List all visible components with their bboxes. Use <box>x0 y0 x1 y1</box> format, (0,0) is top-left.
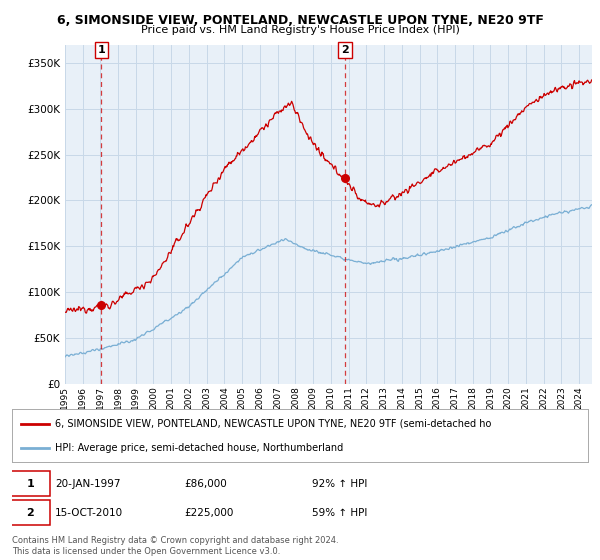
Text: £225,000: £225,000 <box>185 507 234 517</box>
FancyBboxPatch shape <box>11 500 50 525</box>
Text: 15-OCT-2010: 15-OCT-2010 <box>55 507 124 517</box>
Text: 2: 2 <box>26 507 34 517</box>
Text: 92% ↑ HPI: 92% ↑ HPI <box>311 479 367 489</box>
Text: Contains HM Land Registry data © Crown copyright and database right 2024.: Contains HM Land Registry data © Crown c… <box>12 536 338 545</box>
FancyBboxPatch shape <box>11 472 50 496</box>
Text: HPI: Average price, semi-detached house, Northumberland: HPI: Average price, semi-detached house,… <box>55 443 343 453</box>
Text: 20-JAN-1997: 20-JAN-1997 <box>55 479 121 489</box>
Text: 59% ↑ HPI: 59% ↑ HPI <box>311 507 367 517</box>
Text: 2: 2 <box>341 45 349 55</box>
Text: Price paid vs. HM Land Registry's House Price Index (HPI): Price paid vs. HM Land Registry's House … <box>140 25 460 35</box>
Text: This data is licensed under the Open Government Licence v3.0.: This data is licensed under the Open Gov… <box>12 547 280 556</box>
Text: £86,000: £86,000 <box>185 479 227 489</box>
Text: 1: 1 <box>26 479 34 489</box>
Text: 6, SIMONSIDE VIEW, PONTELAND, NEWCASTLE UPON TYNE, NE20 9TF: 6, SIMONSIDE VIEW, PONTELAND, NEWCASTLE … <box>56 14 544 27</box>
Text: 6, SIMONSIDE VIEW, PONTELAND, NEWCASTLE UPON TYNE, NE20 9TF (semi-detached ho: 6, SIMONSIDE VIEW, PONTELAND, NEWCASTLE … <box>55 419 491 429</box>
Text: 1: 1 <box>97 45 105 55</box>
